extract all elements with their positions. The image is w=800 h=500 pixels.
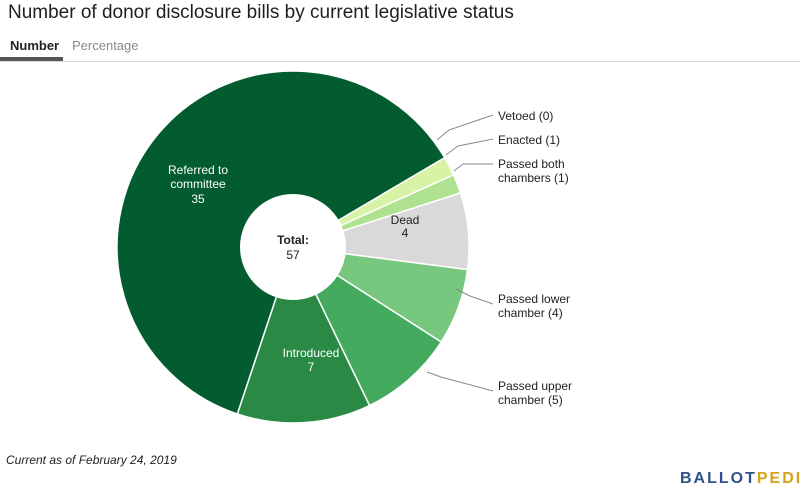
slice-passed-upper-chamber[interactable] bbox=[291, 244, 443, 407]
donut-hole bbox=[240, 194, 346, 300]
center-total-value: 57 bbox=[286, 248, 300, 262]
slice-value-introduced: 7 bbox=[308, 360, 315, 374]
slice-label-passed-upper-chamber: Passed upper chamber (5) bbox=[498, 379, 572, 407]
tab-number[interactable]: Number bbox=[10, 38, 60, 53]
slice-label-referred-to-committee: Referred to committee bbox=[168, 163, 228, 191]
tab-percentage[interactable]: Percentage bbox=[72, 38, 139, 53]
logo-text-pedia: PEDIA bbox=[756, 470, 800, 487]
logo-text-ballot: BALLOT bbox=[680, 470, 757, 487]
chart-title: Number of donor disclosure bills by curr… bbox=[8, 2, 514, 23]
slice-label-passed-both-chambers: Passed both chambers (1) bbox=[498, 157, 569, 185]
ballotpedia-logo[interactable]: BALLOTPEDIA bbox=[680, 470, 800, 488]
center-total-label: Total: bbox=[277, 233, 309, 247]
leader-line-passed-both-chambers bbox=[453, 163, 493, 172]
slice-value-referred-to-committee: 35 bbox=[191, 192, 205, 206]
slice-label-passed-lower-chamber: Passed lower chamber (4) bbox=[498, 292, 570, 320]
leader-line-passed-upper-chamber bbox=[426, 371, 494, 392]
center-layer: Total: 57 bbox=[240, 194, 346, 300]
leader-line-vetoed bbox=[436, 114, 494, 141]
tab-bar: Number Percentage bbox=[0, 30, 800, 62]
leader-line-enacted bbox=[445, 138, 494, 156]
leader-line-passed-lower-chamber bbox=[455, 288, 494, 305]
slice-label-enacted: Enacted (1) bbox=[498, 133, 560, 147]
leader-lines-layer bbox=[426, 114, 494, 392]
slice-introduced[interactable] bbox=[236, 245, 371, 424]
active-tab-indicator bbox=[0, 57, 63, 61]
footnote: Current as of February 24, 2019 bbox=[6, 453, 177, 467]
slice-label-dead: Dead bbox=[391, 213, 420, 227]
slice-label-vetoed: Vetoed (0) bbox=[498, 109, 553, 123]
slice-label-introduced: Introduced bbox=[283, 346, 340, 360]
labels-layer: Vetoed (0) Enacted (1) Passed both chambers… bbox=[168, 109, 572, 407]
slice-value-dead: 4 bbox=[402, 226, 409, 240]
